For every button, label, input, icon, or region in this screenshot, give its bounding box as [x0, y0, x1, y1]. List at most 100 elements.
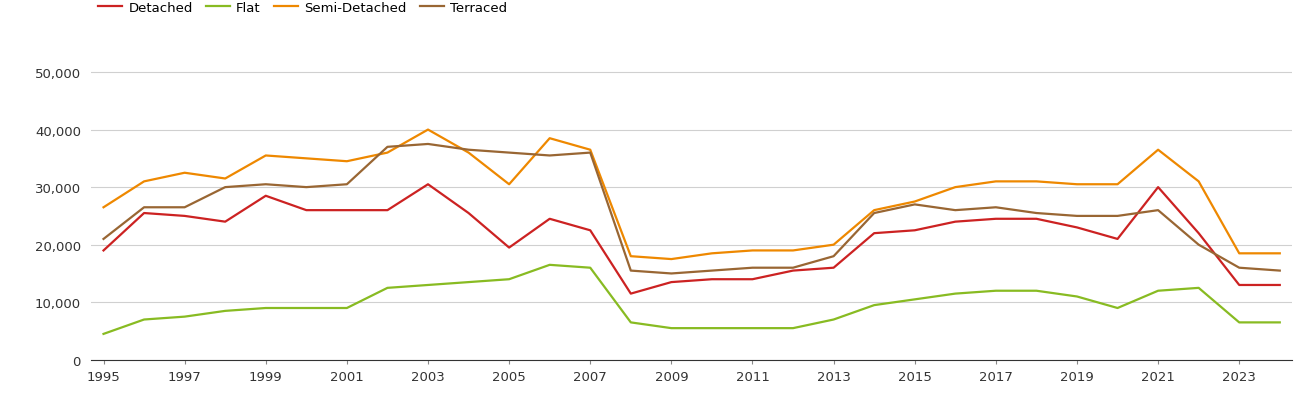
Semi-Detached	[663, 257, 679, 262]
Flat	[1232, 320, 1248, 325]
Semi-Detached	[622, 254, 638, 259]
Terraced	[867, 211, 882, 216]
Terraced	[745, 265, 761, 270]
Detached	[907, 228, 923, 233]
Flat	[663, 326, 679, 331]
Detached	[176, 214, 192, 219]
Line: Semi-Detached: Semi-Detached	[103, 130, 1280, 259]
Flat	[176, 315, 192, 319]
Flat	[1028, 289, 1044, 294]
Detached	[1272, 283, 1288, 288]
Detached	[258, 194, 274, 199]
Terraced	[299, 185, 315, 190]
Semi-Detached	[1069, 182, 1084, 187]
Terraced	[176, 205, 192, 210]
Terraced	[826, 254, 842, 259]
Flat	[1150, 289, 1165, 294]
Detached	[867, 231, 882, 236]
Semi-Detached	[826, 243, 842, 247]
Legend: Detached, Flat, Semi-Detached, Terraced: Detached, Flat, Semi-Detached, Terraced	[98, 2, 508, 15]
Flat	[947, 292, 963, 297]
Flat	[582, 265, 598, 270]
Semi-Detached	[1191, 180, 1207, 184]
Detached	[1232, 283, 1248, 288]
Flat	[380, 286, 395, 291]
Terraced	[95, 237, 111, 242]
Detached	[461, 211, 476, 216]
Terraced	[705, 268, 720, 273]
Detached	[1109, 237, 1125, 242]
Flat	[786, 326, 801, 331]
Terraced	[1272, 268, 1288, 273]
Semi-Detached	[786, 248, 801, 253]
Detached	[420, 182, 436, 187]
Flat	[907, 297, 923, 302]
Terraced	[339, 182, 355, 187]
Flat	[1109, 306, 1125, 311]
Detached	[542, 217, 557, 222]
Semi-Detached	[582, 148, 598, 153]
Detached	[826, 265, 842, 270]
Semi-Detached	[1028, 180, 1044, 184]
Detached	[95, 248, 111, 253]
Flat	[461, 280, 476, 285]
Detached	[339, 208, 355, 213]
Semi-Detached	[1109, 182, 1125, 187]
Terraced	[218, 185, 234, 190]
Terraced	[988, 205, 1004, 210]
Detached	[380, 208, 395, 213]
Semi-Detached	[299, 157, 315, 162]
Detached	[1069, 225, 1084, 230]
Flat	[542, 263, 557, 267]
Detached	[705, 277, 720, 282]
Flat	[826, 317, 842, 322]
Terraced	[1028, 211, 1044, 216]
Semi-Detached	[136, 180, 151, 184]
Flat	[299, 306, 315, 311]
Semi-Detached	[461, 151, 476, 156]
Semi-Detached	[1272, 251, 1288, 256]
Flat	[501, 277, 517, 282]
Flat	[1272, 320, 1288, 325]
Terraced	[136, 205, 151, 210]
Flat	[420, 283, 436, 288]
Semi-Detached	[218, 177, 234, 182]
Detached	[136, 211, 151, 216]
Detached	[947, 220, 963, 225]
Detached	[582, 228, 598, 233]
Terraced	[1150, 208, 1165, 213]
Semi-Detached	[745, 248, 761, 253]
Terraced	[622, 268, 638, 273]
Detached	[622, 292, 638, 297]
Flat	[339, 306, 355, 311]
Semi-Detached	[380, 151, 395, 156]
Semi-Detached	[867, 208, 882, 213]
Semi-Detached	[1232, 251, 1248, 256]
Semi-Detached	[420, 128, 436, 133]
Semi-Detached	[339, 160, 355, 164]
Terraced	[786, 265, 801, 270]
Flat	[705, 326, 720, 331]
Semi-Detached	[258, 154, 274, 159]
Flat	[745, 326, 761, 331]
Terraced	[907, 202, 923, 207]
Detached	[663, 280, 679, 285]
Flat	[95, 332, 111, 337]
Line: Flat: Flat	[103, 265, 1280, 334]
Detached	[218, 220, 234, 225]
Semi-Detached	[501, 182, 517, 187]
Flat	[867, 303, 882, 308]
Terraced	[501, 151, 517, 156]
Detached	[1191, 231, 1207, 236]
Detached	[1150, 185, 1165, 190]
Semi-Detached	[907, 200, 923, 204]
Line: Terraced: Terraced	[103, 145, 1280, 274]
Semi-Detached	[542, 137, 557, 142]
Flat	[1191, 286, 1207, 291]
Terraced	[461, 148, 476, 153]
Terraced	[663, 271, 679, 276]
Terraced	[380, 145, 395, 150]
Detached	[1028, 217, 1044, 222]
Semi-Detached	[95, 205, 111, 210]
Detached	[501, 245, 517, 250]
